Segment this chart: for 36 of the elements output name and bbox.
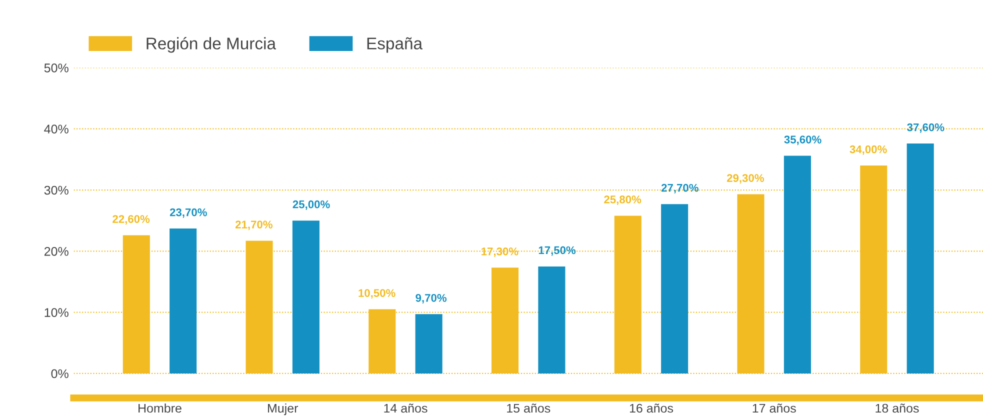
- bar: [292, 220, 320, 374]
- legend-label: España: [367, 37, 423, 53]
- data-label: 17,30%: [482, 248, 518, 257]
- y-tick-label: 10%: [44, 308, 68, 317]
- y-tick-label: 30%: [44, 186, 68, 195]
- data-label: 37,60%: [907, 123, 944, 133]
- x-tick-label: 14 años: [384, 404, 428, 413]
- data-label: 25,80%: [604, 196, 642, 206]
- data-label: 21,70%: [235, 220, 272, 230]
- data-label: 27,70%: [661, 184, 698, 194]
- y-tick-label: 20%: [44, 246, 68, 256]
- data-label: 34,00%: [850, 145, 887, 155]
- data-label: 29,30%: [726, 174, 764, 184]
- data-label: 17,50%: [538, 246, 576, 256]
- bar: [661, 204, 688, 374]
- x-tick-label: 17 años: [752, 404, 796, 413]
- bar: [538, 266, 566, 374]
- legend-label: Región de Murcia: [146, 36, 276, 53]
- x-tick-label: Mujer: [268, 403, 298, 416]
- y-tick-label: 0%: [51, 369, 68, 378]
- bar: [906, 144, 934, 374]
- data-label: 22,60%: [112, 215, 150, 225]
- data-label: 25,00%: [292, 200, 330, 210]
- data-label: 35,60%: [784, 136, 822, 146]
- data-label: 9,70%: [416, 294, 447, 304]
- data-label: 10,50%: [358, 289, 396, 299]
- y-tick-label: 40%: [44, 124, 68, 134]
- bar: [415, 314, 442, 374]
- x-tick-label: 18 años: [876, 404, 919, 413]
- x-tick-label: Hombre: [138, 403, 182, 413]
- bar: [784, 156, 811, 374]
- y-tick-label: 50%: [44, 64, 68, 72]
- x-tick-label: 16 años: [630, 404, 674, 413]
- data-label: 23,70%: [170, 208, 207, 218]
- bar: [170, 228, 197, 374]
- x-tick-label: 15 años: [507, 404, 550, 413]
